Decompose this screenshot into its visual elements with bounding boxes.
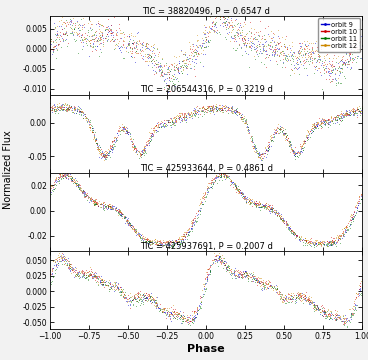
orbit 10 [279,50,283,54]
Line: orbit 10: orbit 10 [50,9,361,92]
orbit 11 [167,93,171,97]
orbit 12 [167,82,171,87]
orbit 9 [100,6,105,11]
orbit 9 [91,41,95,45]
orbit 10 [277,36,282,40]
orbit 11 [247,29,252,33]
Title: TIC = 425933644, P = 0.4861 d: TIC = 425933644, P = 0.4861 d [139,164,273,173]
Title: TIC = 425937691, P = 0.2007 d: TIC = 425937691, P = 0.2007 d [139,242,273,251]
orbit 10 [220,8,224,12]
Line: orbit 11: orbit 11 [49,8,363,95]
orbit 12 [172,54,176,58]
Title: TIC = 206544316, P = 0.3219 d: TIC = 206544316, P = 0.3219 d [139,85,273,94]
orbit 9 [47,44,52,49]
orbit 10 [169,76,173,80]
Line: orbit 12: orbit 12 [50,10,361,85]
orbit 10 [358,40,362,44]
orbit 11 [47,39,52,43]
orbit 10 [167,89,172,93]
Text: Normalized Flux: Normalized Flux [3,130,13,208]
orbit 11 [360,43,364,48]
orbit 10 [249,30,253,34]
orbit 12 [245,41,250,45]
orbit 11 [280,64,284,69]
orbit 11 [84,43,89,47]
orbit 12 [276,27,281,32]
orbit 11 [216,6,220,11]
orbit 9 [152,63,156,67]
orbit 9 [360,44,365,48]
orbit 9 [166,89,170,94]
orbit 11 [175,66,179,71]
orbit 12 [278,50,282,55]
Legend: orbit 9, orbit 10, orbit 11, orbit 12: orbit 9, orbit 10, orbit 11, orbit 12 [318,18,361,52]
orbit 12 [88,41,92,45]
orbit 12 [48,34,52,39]
orbit 9 [176,66,181,71]
orbit 11 [160,68,164,73]
orbit 9 [274,43,278,48]
orbit 9 [273,49,277,54]
orbit 10 [149,54,153,59]
orbit 10 [48,49,53,53]
orbit 11 [278,50,283,55]
X-axis label: Phase: Phase [187,344,225,354]
orbit 9 [251,41,255,45]
orbit 12 [146,59,151,63]
orbit 12 [213,8,217,13]
Line: orbit 9: orbit 9 [49,8,363,92]
Title: TIC = 38820496, P = 0.6547 d: TIC = 38820496, P = 0.6547 d [142,7,270,16]
orbit 10 [89,38,94,42]
orbit 12 [358,47,362,51]
